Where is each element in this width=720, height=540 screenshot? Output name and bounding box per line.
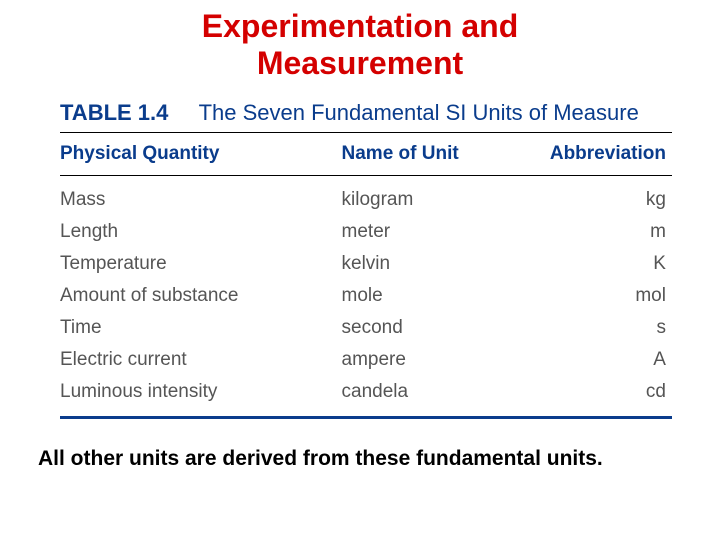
cell-quantity: Length xyxy=(60,221,342,243)
col-header-quantity: Physical Quantity xyxy=(60,143,342,165)
table-header-row: Physical Quantity Name of Unit Abbreviat… xyxy=(60,133,672,175)
cell-quantity: Amount of substance xyxy=(60,285,342,307)
cell-quantity: Luminous intensity xyxy=(60,381,342,403)
cell-quantity: Electric current xyxy=(60,349,342,371)
cell-unit: mole xyxy=(342,285,526,307)
footer-note: All other units are derived from these f… xyxy=(38,447,720,471)
table-row: Temperature kelvin K xyxy=(60,248,672,280)
cell-unit: kelvin xyxy=(342,253,526,275)
heading-line-2: Measurement xyxy=(0,45,720,82)
cell-unit: ampere xyxy=(342,349,526,371)
table-row: Length meter m xyxy=(60,216,672,248)
heading-line-1: Experimentation and xyxy=(0,8,720,45)
table-row: Electric current ampere A xyxy=(60,344,672,376)
cell-abbr: s xyxy=(525,317,672,339)
cell-abbr: kg xyxy=(525,189,672,211)
cell-unit: second xyxy=(342,317,526,339)
cell-abbr: A xyxy=(525,349,672,371)
table-row: Mass kilogram kg xyxy=(60,184,672,216)
cell-abbr: K xyxy=(525,253,672,275)
table-title: The Seven Fundamental SI Units of Measur… xyxy=(199,100,639,125)
cell-unit: candela xyxy=(342,381,526,403)
cell-quantity: Mass xyxy=(60,189,342,211)
table-body: Mass kilogram kg Length meter m Temperat… xyxy=(60,176,672,416)
table-row: Luminous intensity candela cd xyxy=(60,376,672,408)
cell-abbr: m xyxy=(525,221,672,243)
table-caption: TABLE 1.4 The Seven Fundamental SI Units… xyxy=(60,100,672,132)
table-row: Time second s xyxy=(60,312,672,344)
table-row: Amount of substance mole mol xyxy=(60,280,672,312)
page-heading: Experimentation and Measurement xyxy=(0,0,720,82)
si-units-table: TABLE 1.4 The Seven Fundamental SI Units… xyxy=(60,100,672,419)
col-header-unit: Name of Unit xyxy=(342,143,526,165)
table-rule-bottom xyxy=(60,416,672,419)
cell-abbr: mol xyxy=(525,285,672,307)
cell-abbr: cd xyxy=(525,381,672,403)
cell-quantity: Time xyxy=(60,317,342,339)
cell-unit: meter xyxy=(342,221,526,243)
cell-quantity: Temperature xyxy=(60,253,342,275)
table-label: TABLE 1.4 xyxy=(60,100,168,125)
col-header-abbr: Abbreviation xyxy=(525,143,672,165)
cell-unit: kilogram xyxy=(342,189,526,211)
